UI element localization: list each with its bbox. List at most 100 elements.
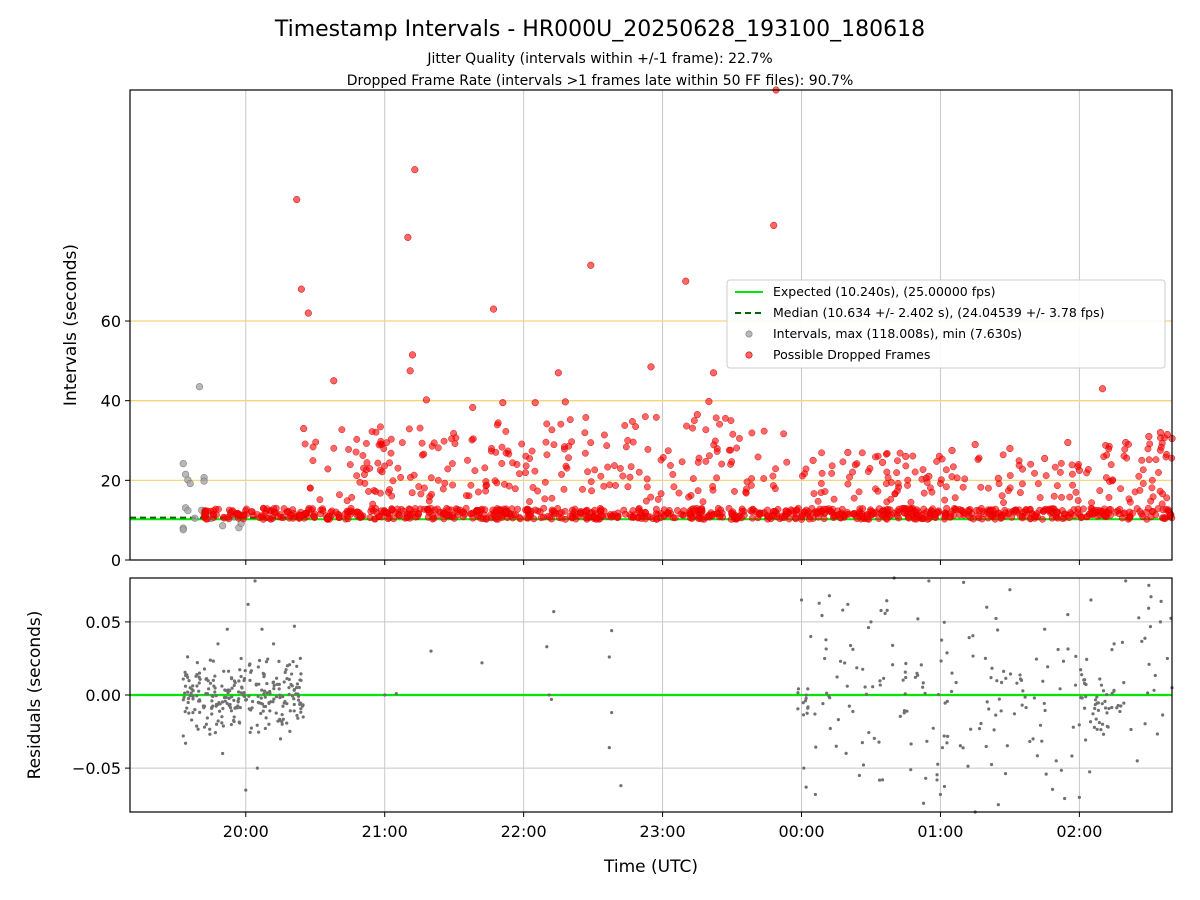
residual-point <box>233 681 237 685</box>
dropped-frame-point <box>612 482 619 489</box>
residual-point <box>262 692 266 696</box>
residual-point <box>220 700 225 704</box>
residual-point <box>1058 687 1062 691</box>
residual-point <box>545 645 549 649</box>
residual-point <box>821 701 825 706</box>
dropped-frame-point <box>839 458 847 466</box>
legend-label-intervals: Intervals, max (118.008s), min (7.630s) <box>773 326 1022 341</box>
residual-point <box>913 675 917 679</box>
dropped-frame-point <box>818 449 825 457</box>
dropped-frame-point <box>1051 463 1059 471</box>
dropped-frame-point <box>947 510 954 518</box>
residual-point <box>915 671 919 675</box>
dropped-frame-point <box>657 510 665 517</box>
dropped-frame-point <box>467 481 475 489</box>
residual-point <box>182 695 186 699</box>
dropped-frame-point <box>581 429 589 437</box>
dropped-frame-point <box>1142 508 1150 516</box>
dropped-frame-point <box>902 462 910 470</box>
dropped-frame-point <box>286 514 293 522</box>
x-tick-label: 00:00 <box>778 822 824 841</box>
residual-point <box>1021 689 1025 693</box>
dropped-frame-point <box>1084 465 1092 473</box>
residual-point <box>181 677 185 681</box>
dropped-frame-point <box>448 435 455 443</box>
dropped-frame-point <box>1015 461 1023 469</box>
residual-point <box>248 662 252 667</box>
dropped-frame-point <box>361 471 368 478</box>
dropped-frame-point <box>591 466 599 474</box>
dropped-frame-point <box>725 446 733 454</box>
residual-point <box>935 773 939 777</box>
dropped-frame-point <box>561 398 569 406</box>
dropped-frame-point <box>561 443 568 451</box>
dropped-frame-point <box>642 497 650 505</box>
dropped-frame-point <box>493 421 501 429</box>
dropped-frame-point <box>902 452 910 460</box>
dropped-frame-point <box>626 473 634 481</box>
residual-point <box>194 674 198 678</box>
residual-point <box>246 602 250 606</box>
residual-point <box>230 686 234 690</box>
dropped-frame-point <box>501 480 508 488</box>
residual-point <box>945 651 949 655</box>
residual-point <box>185 706 189 710</box>
dropped-frame-point <box>838 505 846 513</box>
dropped-frame-point <box>376 466 384 474</box>
residual-point <box>828 726 832 731</box>
residual-point <box>1004 676 1008 680</box>
dropped-frame-point <box>1058 493 1065 501</box>
dropped-frame-point <box>377 437 385 445</box>
residual-point <box>190 718 194 722</box>
residual-point <box>879 608 883 613</box>
residual-point <box>1077 723 1081 727</box>
residual-point <box>1038 723 1043 727</box>
residual-point <box>222 669 226 673</box>
residual-point <box>1118 709 1122 714</box>
residual-point <box>266 657 270 661</box>
residual-point <box>278 695 282 700</box>
dropped-frame-point <box>330 444 338 452</box>
residual-point <box>1034 657 1039 661</box>
dropped-frame-point <box>771 485 779 493</box>
dropped-frame-point <box>481 464 489 472</box>
residual-point <box>1084 682 1088 687</box>
residual-point <box>969 727 973 731</box>
dropped-frame-point <box>498 460 506 467</box>
residual-point <box>261 709 265 713</box>
residual-point <box>243 669 247 673</box>
dropped-frame-point <box>328 507 336 515</box>
dropped-frame-point <box>1091 506 1099 514</box>
dropped-frame-point <box>713 474 721 482</box>
residual-point <box>1083 738 1088 742</box>
dropped-frame-point <box>904 482 911 489</box>
residual-point <box>1122 701 1126 705</box>
residual-point <box>824 638 828 642</box>
residual-point <box>1093 698 1098 702</box>
dropped-frame-point <box>300 425 308 433</box>
residual-point <box>214 694 218 698</box>
dropped-frame-point <box>657 456 665 464</box>
residual-point <box>904 675 908 680</box>
dropped-frame-point <box>1064 438 1072 447</box>
residual-point <box>989 762 994 767</box>
dropped-frame-point <box>689 424 696 432</box>
residual-point <box>187 711 191 715</box>
dropped-frame-point <box>352 448 360 456</box>
residual-point <box>1159 599 1163 603</box>
dropped-frame-point <box>363 459 371 466</box>
dropped-frame-point <box>1117 485 1125 493</box>
residual-point <box>1080 673 1084 677</box>
dropped-frame-point <box>855 488 863 496</box>
dropped-frame-point <box>716 420 723 428</box>
residual-point <box>880 778 885 782</box>
residual-point <box>230 695 234 699</box>
dropped-frame-point <box>760 475 768 482</box>
residual-point <box>274 711 278 715</box>
residual-point <box>828 696 832 700</box>
residual-point <box>229 722 233 727</box>
dropped-frame-point <box>643 475 651 483</box>
residual-point <box>904 661 908 666</box>
residual-point <box>429 649 433 653</box>
